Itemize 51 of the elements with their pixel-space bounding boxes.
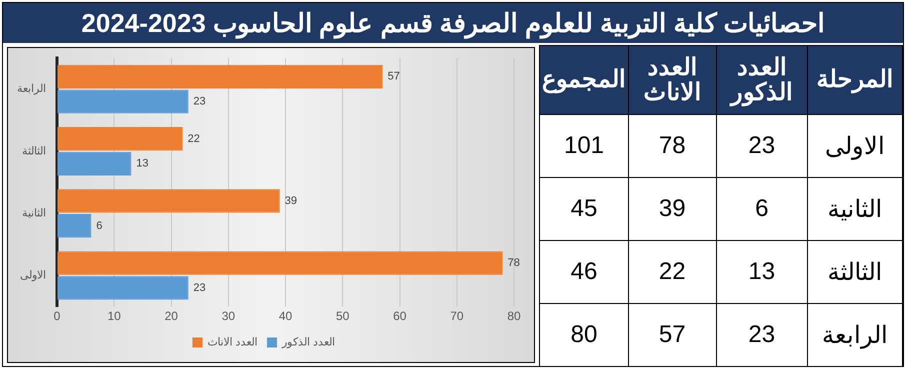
data-label: 13 [716,240,808,304]
bar [58,126,183,151]
text: العدد الذكور [716,46,808,114]
bar [58,251,503,275]
category-label: الاولى [808,114,902,178]
data-label: 57 [388,70,400,83]
x-tick-label: 50 [336,309,350,324]
data-label: 22 [628,240,716,304]
x-tick-label: 30 [222,309,236,324]
legend-label: العدد الذكور [281,336,336,349]
x-tick-label: 10 [107,309,122,324]
x-tick-label: 60 [393,309,407,324]
x-tick-label: 40 [278,309,292,324]
data-label: 39 [628,178,716,240]
y-tick-label: الثانية [22,207,46,220]
data-label: 23 [193,282,206,294]
bar [58,189,280,213]
legend-label: العدد الاناث [207,336,258,349]
y-tick-label: الثالثة [22,145,46,158]
data-label: 101 [540,114,628,178]
bar [58,64,383,88]
data-label: 46 [540,240,628,304]
text: المرحلة [808,46,902,114]
x-tick-label: 70 [450,309,464,324]
category-label: الثانية [808,178,902,240]
text: المجموع [540,46,628,114]
data-label: 13 [136,158,149,170]
bar [58,276,188,300]
x-tick-label: 0 [54,309,61,324]
category-label: الرابعة [808,304,902,366]
bar [58,152,132,176]
data-label: 45 [540,178,628,240]
data-label: 78 [508,257,520,270]
category-label: الثالثة [808,240,902,304]
text: العدد الاناث [628,46,716,114]
data-label: 22 [188,132,200,145]
x-tick-label: 80 [507,309,521,324]
data-label: 6 [716,178,808,240]
data-label: 57 [628,304,716,366]
data-label: 23 [716,304,808,366]
bar [58,90,188,114]
data-label: 23 [193,96,206,108]
data-label: 78 [628,114,716,178]
data-label: 6 [96,220,102,232]
x-tick-label: 20 [164,309,178,324]
y-tick-label: الاولى [20,270,46,282]
chart-title: احصائيات كلية التربية للعلوم الصرفة قسم علوم الحاسوب 2023-2024 [3,3,903,43]
y-tick-label: الرابعة [17,83,46,96]
data-label: 23 [716,114,808,178]
bar [58,214,92,238]
data-label: 39 [284,194,298,207]
